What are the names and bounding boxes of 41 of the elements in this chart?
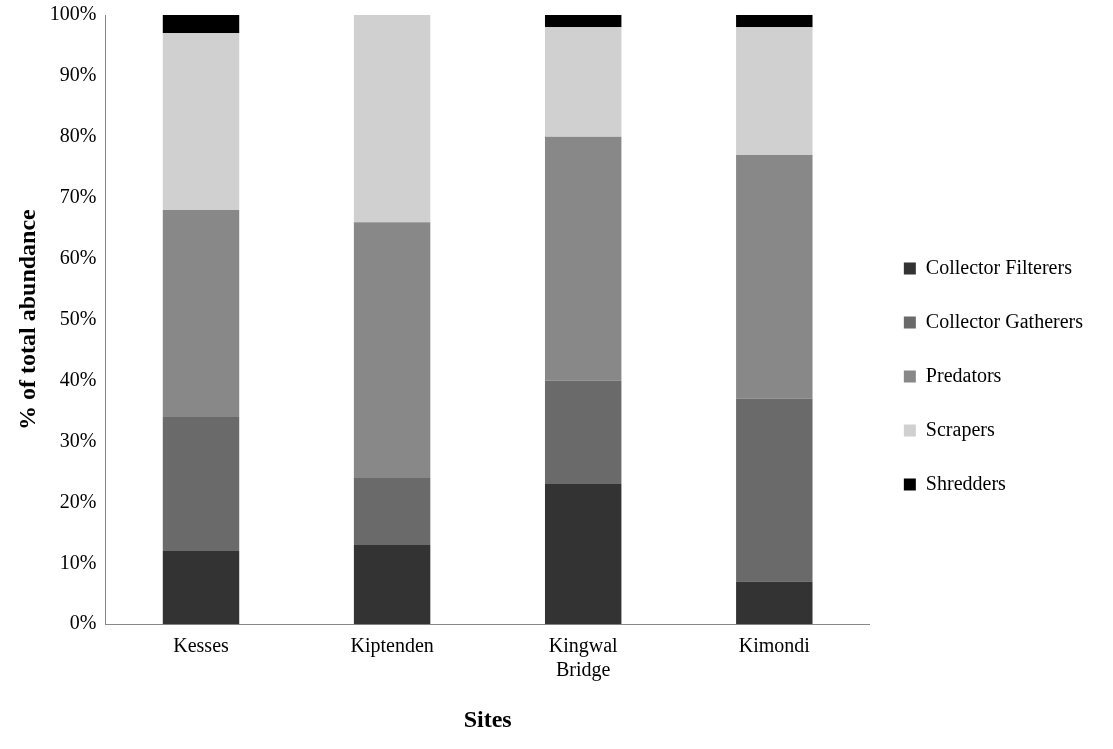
x-tick-label: Kiptenden [350, 634, 434, 658]
y-tick-label: 80% [59, 124, 97, 147]
y-tick-label: 10% [59, 550, 97, 573]
bar [162, 33, 240, 210]
bar [736, 15, 813, 28]
x-tick-label: Kimondi [738, 634, 811, 657]
bar [736, 398, 813, 582]
x-axis-title: Sites [463, 705, 512, 732]
legend-label: Predators [925, 363, 1002, 386]
y-tick-label: 90% [59, 63, 97, 86]
bar [544, 136, 622, 381]
bar [162, 209, 240, 418]
bar [353, 222, 431, 478]
bar [736, 581, 813, 625]
y-tick-label: 70% [59, 185, 97, 208]
y-axis-title: % of total abundance [13, 208, 40, 430]
legend-label: Scrapers [925, 417, 995, 441]
y-tick-label: 50% [59, 306, 97, 329]
y-tick-label: 30% [59, 428, 97, 451]
legend-label: Collector Filterers [925, 255, 1073, 278]
bar [736, 155, 813, 399]
bar [353, 477, 431, 545]
bar [544, 15, 622, 28]
bar [162, 417, 240, 552]
bar [736, 27, 813, 156]
y-tick-label: 100% [49, 2, 97, 25]
x-tick-label: Kingwal Bridge [548, 634, 619, 682]
bar [162, 551, 240, 625]
y-tick-label: 60% [59, 245, 97, 268]
legend-label: Collector Gatherers [925, 309, 1084, 332]
y-tick-label: 20% [59, 489, 97, 512]
bar [544, 380, 622, 485]
legend-label: Shredders [925, 471, 1007, 494]
bar [353, 15, 431, 223]
y-tick-label: 40% [59, 367, 97, 390]
bar [544, 484, 622, 625]
y-tick-label: 0% [69, 611, 97, 634]
bar [544, 27, 622, 137]
bar [162, 15, 240, 34]
x-tick-label: Kesses [173, 634, 229, 657]
bar [353, 545, 431, 625]
